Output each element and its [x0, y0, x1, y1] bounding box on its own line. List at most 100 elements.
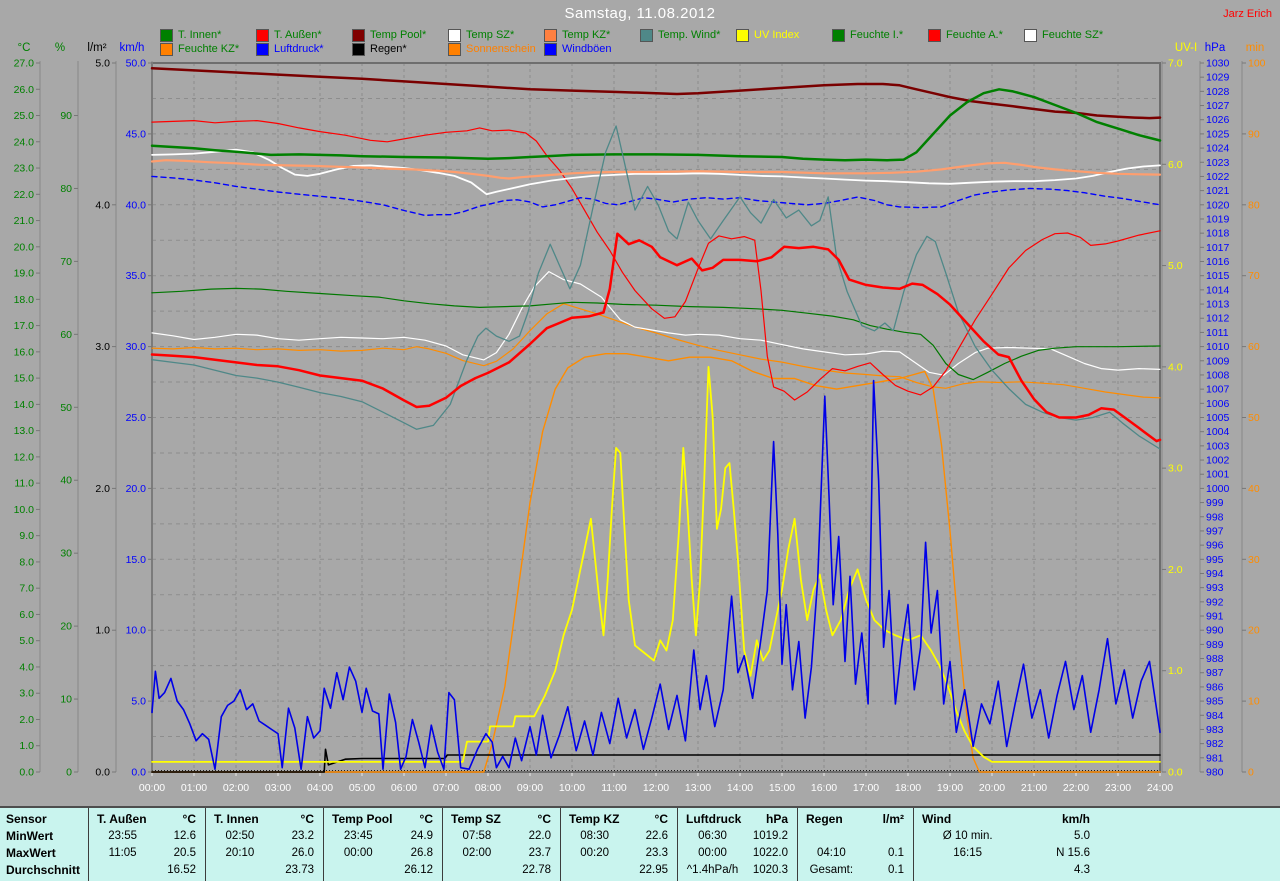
- x-tick-label: 24:00: [1147, 782, 1173, 794]
- stat-value: 12.6: [173, 830, 196, 842]
- axis-tick-label: 1018: [1206, 228, 1230, 240]
- axis-tick-label: 4.0: [95, 199, 110, 211]
- stat-time: [798, 828, 865, 845]
- stat-time: 00:20: [580, 847, 610, 859]
- axis-tick-label: 1008: [1206, 369, 1230, 381]
- axis-tick-label: 980: [1206, 767, 1224, 779]
- axis-tick-label: 1024: [1206, 143, 1230, 155]
- axis-tick-label: 0.0: [95, 767, 110, 779]
- axis-tick-label: 30.0: [126, 341, 147, 353]
- legend-item-temp-sz-[interactable]: Temp SZ*: [448, 28, 515, 42]
- x-tick-label: 22:00: [1063, 782, 1089, 794]
- legend-item-temp-wind-[interactable]: Temp. Wind*: [640, 28, 721, 42]
- legend-label: Regen*: [370, 43, 407, 55]
- series-windb-en: [151, 379, 1161, 770]
- stat-value: 23.7: [528, 847, 551, 859]
- axis-tick-label: 40.0: [126, 199, 147, 211]
- axis-tick-label: 6.0: [19, 609, 34, 621]
- legend-item-uv-index[interactable]: UV Index: [736, 28, 799, 42]
- axis-tick-label: 1022: [1206, 171, 1230, 183]
- axis-uvi: UV-I 0.0 1.0 2.0 3.0 4.0 5.0 6.0 7.0: [1161, 42, 1197, 779]
- stat-value: 1019.2: [752, 830, 788, 842]
- x-tick-label: 05:00: [349, 782, 375, 794]
- legend-label: Windböen: [562, 43, 612, 55]
- legend-swatch: [256, 28, 269, 42]
- stat-value: 5.0: [1074, 830, 1090, 842]
- axis-tick-label: 90: [60, 110, 72, 122]
- axis-tick-label: 50: [60, 402, 72, 414]
- axis-tick-label: 992: [1206, 596, 1224, 608]
- legend-item-feuchte-a-[interactable]: Feuchte A.*: [928, 28, 1003, 42]
- axis-tick-label: 22.0: [14, 189, 35, 201]
- legend-item-t-au-en-[interactable]: T. Außen*: [256, 28, 322, 42]
- legend-item-feuchte-sz-[interactable]: Feuchte SZ*: [1024, 28, 1103, 42]
- axis-tick-label: 16.0: [14, 346, 35, 358]
- legend-label: Luftdruck*: [274, 43, 324, 55]
- axis-tick-label: 20.0: [126, 483, 147, 495]
- axis-tick-label: 982: [1206, 738, 1224, 750]
- sensor-name: Temp Pool: [332, 812, 393, 826]
- legend-label: Feuchte A.*: [946, 29, 1003, 41]
- axis-lm2: l/m² 0.0 1.0 2.0 3.0 4.0 5.0: [87, 42, 117, 779]
- series-uv-index: [151, 366, 1161, 763]
- axis-tick-label: 1003: [1206, 440, 1230, 452]
- axis-tick-label: 2.0: [1168, 564, 1183, 576]
- axis-tick-label: 984: [1206, 710, 1224, 722]
- axis-tick-label: 1023: [1206, 157, 1230, 169]
- axis-tick-label: 70: [1248, 270, 1260, 282]
- axis-tick-label: 23.0: [14, 163, 35, 175]
- axis-tick-label: 27.0: [14, 58, 35, 70]
- axis-tick-label: 60: [60, 329, 72, 341]
- axis-tick-label: 1011: [1206, 327, 1229, 339]
- x-tick-label: 12:00: [643, 782, 669, 794]
- stat-value: 23.2: [291, 830, 314, 842]
- stat-time: 02:00: [462, 847, 492, 859]
- stats-row-label: Sensor: [6, 812, 47, 826]
- legend-label: Sonnenschein: [466, 43, 536, 55]
- axis-tick-label: 1013: [1206, 299, 1230, 311]
- legend-item-windb-en[interactable]: Windböen: [544, 42, 612, 56]
- sensor-name: Temp SZ: [451, 812, 501, 826]
- axis-tick-label: 3.0: [1168, 463, 1183, 475]
- axis-tick-label: 80: [1248, 199, 1260, 211]
- axis-tick-label: 0: [1248, 767, 1254, 779]
- series-feuchte-sz: [151, 271, 1161, 376]
- axis-tick-label: 8.0: [19, 556, 34, 568]
- legend-swatch: [1024, 28, 1037, 42]
- axis-tick-label: 1020: [1206, 199, 1230, 211]
- stat-value: 22.78: [522, 864, 551, 876]
- legend-swatch: [160, 42, 173, 56]
- legend-item-feuchte-i-[interactable]: Feuchte I.*: [832, 28, 903, 42]
- axis-tick-label: 12.0: [14, 451, 35, 463]
- axis-tick-label: 45.0: [126, 128, 147, 140]
- axis-pct: % 0 10 20 30 40 50 60 70 80 90: [55, 42, 79, 779]
- axis-tick-label: 0: [66, 767, 72, 779]
- legend-label: Feuchte KZ*: [178, 43, 240, 55]
- axis-tick-label: 10.0: [14, 504, 35, 516]
- legend-item-sonnenschein[interactable]: Sonnenschein: [448, 42, 536, 56]
- legend-swatch: [544, 42, 557, 56]
- legend-item-feuchte-kz-[interactable]: Feuchte KZ*: [160, 42, 240, 56]
- axis-tick-label: 1021: [1206, 185, 1230, 197]
- legend-label: Temp. Wind*: [658, 29, 721, 41]
- axis-tick-label: 10.0: [126, 625, 147, 637]
- stat-value: 26.8: [410, 847, 433, 859]
- axis-tick-label: 11.0: [14, 478, 34, 490]
- legend-item-temp-kz-[interactable]: Temp KZ*: [544, 28, 610, 42]
- axis-tick-label: 80: [60, 183, 72, 195]
- legend-label: Temp SZ*: [466, 29, 515, 41]
- axis-tick-label: 40: [60, 475, 72, 487]
- stat-time: [443, 862, 511, 879]
- x-tick-label: 07:00: [433, 782, 459, 794]
- axis-tick-label: 1027: [1206, 100, 1230, 112]
- axis-tick-label: 15.0: [126, 554, 147, 566]
- legend-item-luftdruck-[interactable]: Luftdruck*: [256, 42, 324, 56]
- legend-item-t-innen-[interactable]: T. Innen*: [160, 28, 221, 42]
- legend-item-regen-[interactable]: Regen*: [352, 42, 407, 56]
- axis-tick-label: 4.0: [1168, 361, 1183, 373]
- axis-tick-label: 25.0: [14, 110, 35, 122]
- legend-item-temp-pool-[interactable]: Temp Pool*: [352, 28, 426, 42]
- axis-tick-label: 2.0: [19, 714, 34, 726]
- stat-time: [206, 862, 274, 879]
- stat-time: 04:10: [816, 847, 846, 859]
